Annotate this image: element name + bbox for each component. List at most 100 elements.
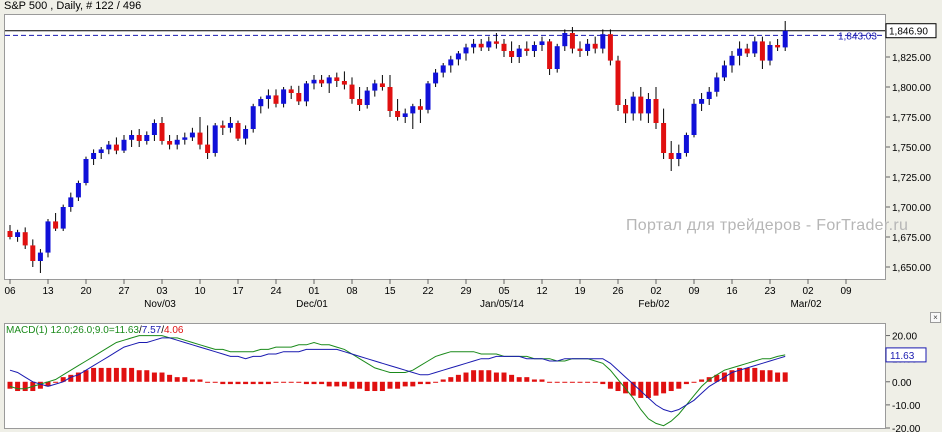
x-tick-label: 01 bbox=[308, 286, 320, 297]
macd-value-box bbox=[885, 347, 927, 363]
candle-body bbox=[463, 47, 469, 54]
candle-body bbox=[440, 65, 446, 73]
macd-histogram-bar bbox=[22, 381, 28, 392]
macd-histogram-bar bbox=[7, 381, 13, 389]
candle-body bbox=[501, 43, 507, 51]
close-icon[interactable]: × bbox=[930, 312, 941, 323]
macd-histogram-bar bbox=[243, 381, 249, 385]
price-ytick-label: 1,700.00 bbox=[892, 203, 931, 214]
macd-ytick-label: 0.00 bbox=[892, 378, 912, 389]
candle-body bbox=[220, 125, 226, 128]
macd-ytick-label: -10.00 bbox=[892, 401, 921, 412]
candle-body bbox=[395, 111, 401, 117]
macd-histogram-bar bbox=[395, 381, 401, 389]
candle-body bbox=[68, 197, 74, 207]
x-tick-label: 10 bbox=[194, 286, 206, 297]
candle-body bbox=[775, 45, 781, 48]
candle-body bbox=[303, 83, 309, 102]
candle-body bbox=[83, 159, 89, 183]
x-tick-label: 02 bbox=[650, 286, 662, 297]
macd-histogram-bar bbox=[197, 379, 203, 382]
candle-body bbox=[569, 33, 575, 49]
macd-histogram-bar bbox=[98, 367, 104, 382]
candle-body bbox=[554, 46, 560, 69]
macd-histogram-bar bbox=[235, 381, 241, 385]
macd-histogram-bar bbox=[37, 381, 43, 389]
candle-body bbox=[197, 132, 203, 145]
macd-histogram-bar bbox=[737, 367, 743, 382]
macd-histogram-bar bbox=[281, 381, 287, 383]
candle-body bbox=[478, 43, 484, 48]
x-tick-label: 13 bbox=[42, 286, 54, 297]
macd-histogram-bar bbox=[554, 381, 560, 383]
macd-histogram-bar bbox=[113, 367, 119, 382]
signal-line bbox=[9, 335, 786, 427]
macd-histogram-bar bbox=[387, 381, 393, 389]
macd-histogram-bar bbox=[471, 370, 477, 382]
macd-histogram-bar bbox=[129, 367, 135, 382]
macd-histogram-bar bbox=[60, 377, 66, 382]
candle-body bbox=[623, 105, 629, 114]
macd-histogram-bar bbox=[258, 381, 264, 385]
macd-line bbox=[9, 337, 786, 413]
macd-histogram-bar bbox=[493, 372, 499, 382]
candle-body bbox=[691, 103, 697, 135]
macd-label-signal: 7.57 bbox=[141, 325, 162, 336]
x-tick-label: 24 bbox=[270, 286, 282, 297]
candle-body bbox=[729, 55, 735, 66]
macd-histogram-bar bbox=[410, 381, 416, 387]
macd-histogram-bar bbox=[653, 381, 659, 396]
macd-histogram-bar bbox=[615, 381, 621, 392]
candle-body bbox=[227, 123, 233, 128]
candle-body bbox=[151, 123, 157, 135]
candle-body bbox=[433, 72, 439, 84]
candle-body bbox=[205, 144, 211, 153]
macd-label-prefix: MACD(1) 12.0;26.0;9.0= bbox=[6, 325, 115, 336]
candle-body bbox=[15, 232, 21, 237]
month-label: Jan/05/14 bbox=[480, 299, 524, 310]
macd-histogram-bar bbox=[159, 372, 165, 382]
candle-body bbox=[402, 113, 408, 117]
candle-body bbox=[212, 125, 218, 153]
candle-body bbox=[53, 221, 59, 229]
candle-body bbox=[562, 33, 568, 47]
candle-body bbox=[106, 144, 112, 150]
macd-ytick-label: -20.00 bbox=[892, 424, 921, 432]
macd-histogram-bar bbox=[759, 370, 765, 382]
macd-histogram-bar bbox=[668, 381, 674, 392]
macd-histogram-bar bbox=[334, 381, 340, 387]
x-tick-label: 26 bbox=[612, 286, 624, 297]
macd-histogram-bar bbox=[683, 381, 689, 385]
macd-histogram-bar bbox=[562, 381, 568, 383]
candle-body bbox=[129, 135, 135, 140]
candle-body bbox=[676, 153, 682, 159]
macd-histogram-bar bbox=[478, 370, 484, 382]
macd-histogram-bar bbox=[296, 381, 302, 383]
price-panel[interactable] bbox=[4, 14, 886, 280]
macd-histogram-bar bbox=[151, 372, 157, 382]
macd-histogram-bar bbox=[691, 381, 697, 383]
candle-body bbox=[296, 93, 302, 102]
macd-histogram-bar bbox=[569, 381, 575, 383]
candle-body bbox=[387, 87, 393, 111]
candle-body bbox=[699, 99, 705, 104]
x-tick-label: 19 bbox=[574, 286, 586, 297]
macd-histogram-bar bbox=[189, 379, 195, 382]
candle-body bbox=[721, 65, 727, 78]
macd-histogram-bar bbox=[372, 381, 378, 392]
macd-histogram-bar bbox=[539, 379, 545, 382]
candle-body bbox=[250, 106, 256, 129]
month-label: Feb/02 bbox=[638, 299, 670, 310]
candle-body bbox=[607, 34, 613, 61]
macd-histogram-bar bbox=[311, 381, 317, 385]
x-tick-label: 15 bbox=[384, 286, 396, 297]
candle-body bbox=[319, 79, 325, 84]
candle-body bbox=[265, 95, 271, 99]
macd-histogram-bar bbox=[417, 381, 423, 385]
candle-body bbox=[585, 43, 591, 51]
macd-histogram-bar bbox=[45, 381, 51, 387]
candle-body bbox=[341, 81, 347, 85]
macd-histogram-bar bbox=[402, 381, 408, 387]
candle-body bbox=[136, 135, 142, 141]
